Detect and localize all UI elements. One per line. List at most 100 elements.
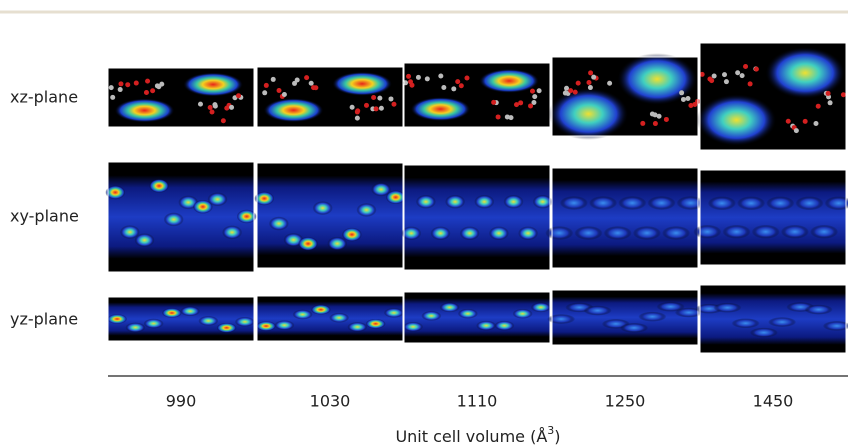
column-label: 1110	[457, 392, 498, 411]
atom	[825, 90, 831, 96]
heatmap-panel	[254, 162, 406, 269]
atom	[495, 114, 501, 120]
density-blob	[371, 182, 392, 197]
atom	[711, 73, 717, 79]
density-blob	[298, 236, 319, 251]
atom	[827, 100, 833, 106]
atom	[451, 86, 457, 92]
density-blob	[780, 224, 809, 239]
heatmap-panel	[256, 66, 404, 128]
atom	[263, 82, 269, 88]
atom	[813, 121, 819, 127]
density-blob	[583, 305, 612, 316]
density-blob	[488, 226, 509, 241]
atom	[663, 116, 669, 122]
density-blob	[439, 302, 460, 313]
atom	[110, 94, 116, 100]
axis-label-text: Unit cell volume (Å	[395, 427, 547, 446]
density-blob	[134, 233, 155, 248]
density-blob	[589, 196, 618, 210]
atom	[408, 79, 414, 85]
column-label: 1250	[605, 392, 646, 411]
atom	[591, 74, 597, 80]
density-blob	[731, 318, 760, 329]
density-blob	[163, 212, 184, 227]
atom	[815, 103, 821, 109]
density-blob	[474, 194, 495, 209]
atom	[723, 79, 729, 85]
atom	[458, 83, 464, 89]
column-label: 1450	[753, 392, 794, 411]
density-blob	[620, 322, 649, 333]
density-blob	[401, 226, 422, 241]
density-blob	[618, 196, 647, 210]
density-band	[404, 177, 550, 258]
atom	[133, 80, 139, 86]
heatmap-panel	[548, 53, 701, 140]
density-blob	[403, 321, 424, 332]
density-blob	[274, 320, 295, 331]
atom	[802, 118, 808, 124]
panel-border	[551, 56, 699, 137]
atom	[276, 88, 282, 94]
row-label: xy-plane	[10, 207, 79, 226]
atom	[564, 85, 570, 91]
density-blob	[457, 308, 478, 319]
density-blob	[415, 194, 436, 209]
atom	[532, 94, 538, 100]
density-blob	[125, 322, 146, 333]
density-blob	[268, 216, 289, 231]
density-blob	[559, 196, 588, 210]
density-blob	[632, 226, 661, 240]
atom	[679, 90, 685, 96]
density-blob	[804, 304, 833, 315]
density-blob	[494, 320, 515, 331]
heatmap-panel	[696, 42, 847, 151]
panel-border	[551, 289, 699, 346]
density-blob	[236, 209, 257, 224]
density-blob	[707, 196, 736, 211]
atom	[391, 101, 397, 107]
atom	[692, 101, 698, 107]
density-blob	[766, 196, 795, 211]
density-blob	[638, 311, 667, 322]
atom	[224, 105, 230, 111]
atom	[373, 106, 379, 112]
atom	[743, 63, 749, 69]
atom	[640, 120, 646, 126]
atom	[424, 76, 430, 82]
density-blob	[385, 190, 406, 205]
density-blob	[603, 226, 632, 240]
density-blob	[149, 178, 170, 193]
atom	[455, 79, 461, 85]
density-blob	[662, 226, 691, 240]
atom	[735, 70, 741, 76]
heatmap-panel	[401, 164, 553, 271]
panel-border	[107, 161, 255, 273]
density-blob	[574, 226, 603, 240]
atom	[220, 118, 226, 124]
atom	[504, 114, 510, 120]
density-blob	[548, 87, 629, 140]
density-blob	[192, 199, 213, 214]
atom	[747, 81, 753, 87]
atom	[588, 70, 594, 76]
panel-border	[107, 296, 255, 342]
atom	[197, 101, 203, 107]
atom	[656, 113, 662, 119]
panel-border	[256, 295, 404, 342]
panel-border	[699, 169, 847, 266]
density-blob	[234, 316, 255, 327]
atom	[508, 115, 514, 121]
density-blob	[312, 201, 333, 216]
density-blob	[198, 315, 219, 326]
atom	[513, 102, 519, 108]
atom	[531, 99, 537, 105]
density-blob	[107, 314, 128, 324]
atom	[281, 91, 287, 97]
panel-border	[403, 164, 551, 271]
atom	[143, 90, 149, 96]
density-blob	[310, 304, 331, 315]
heatmap-panel	[695, 284, 848, 354]
atom	[699, 71, 705, 77]
